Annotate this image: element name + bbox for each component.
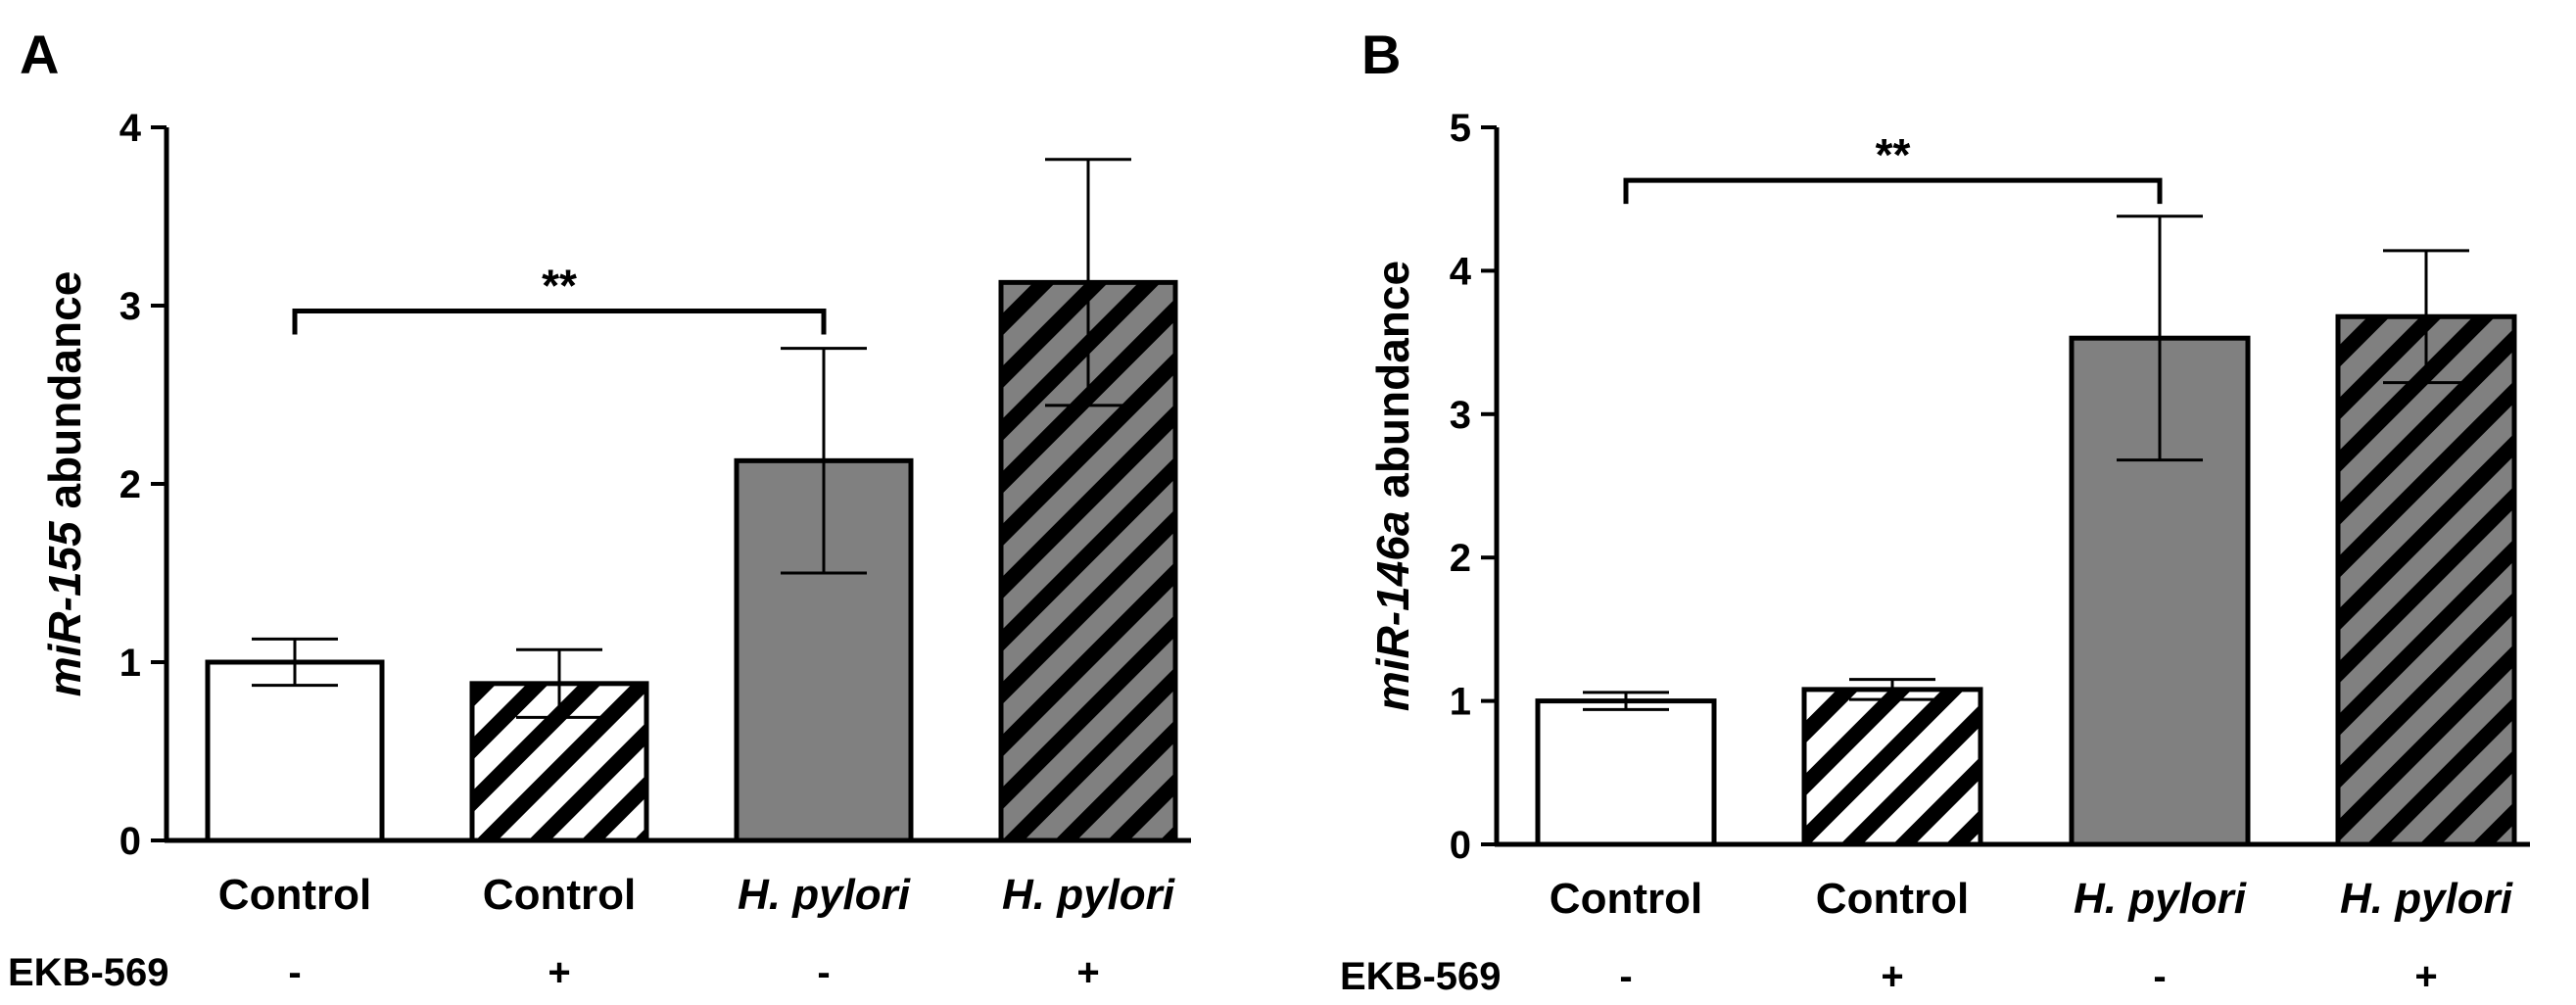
y-axis-title: miR-146a abundance — [1367, 261, 1418, 711]
y-axis-gene: miR-146a — [1367, 511, 1418, 712]
significance-bracket — [292, 308, 827, 335]
y-axis-gene: miR-155 — [39, 520, 90, 696]
significance-label: ** — [1876, 129, 1911, 180]
treatment-row-label: EKB-569 — [1340, 955, 1502, 998]
significance-label: ** — [542, 260, 577, 311]
y-tick-label: 3 — [1450, 394, 1471, 437]
bar — [2335, 313, 2517, 847]
category-label: Control — [1816, 875, 1969, 923]
treatment-mark: + — [1076, 951, 1099, 994]
treatment-mark: - — [1619, 955, 1632, 998]
bar — [734, 457, 914, 843]
treatment-mark: - — [288, 951, 301, 994]
y-tick-label: 0 — [1450, 824, 1471, 867]
bar — [1801, 687, 1983, 847]
panel-label: B — [1361, 24, 1401, 85]
category-label: Control — [483, 871, 636, 919]
y-tick-label: 0 — [119, 820, 141, 863]
significance-bracket — [1623, 177, 2163, 205]
treatment-mark: - — [817, 951, 830, 994]
y-tick-label: 2 — [1450, 537, 1471, 580]
y-tick-label: 4 — [1450, 250, 1472, 293]
y-axis-title: miR-155 abundance — [39, 271, 90, 697]
y-axis-suffix: abundance — [1367, 261, 1418, 511]
y-axis-suffix: abundance — [39, 271, 90, 522]
category-label: H. pylori — [2340, 875, 2513, 923]
panel-label: A — [20, 24, 59, 85]
category-label: H. pylori — [2074, 875, 2247, 923]
bar — [1535, 698, 1717, 847]
y-tick-label: 3 — [119, 285, 141, 328]
treatment-mark: + — [548, 951, 570, 994]
category-label: Control — [218, 871, 371, 919]
y-tick-label: 2 — [119, 463, 141, 506]
treatment-mark: + — [2414, 955, 2437, 998]
y-tick-label: 1 — [1450, 681, 1471, 724]
treatment-row-label: EKB-569 — [8, 951, 169, 994]
bar — [205, 659, 385, 843]
category-label: H. pylori — [1002, 871, 1175, 919]
y-tick-label: 5 — [1450, 107, 1471, 150]
y-tick-label: 1 — [119, 642, 141, 685]
category-label: Control — [1550, 875, 1702, 923]
treatment-mark: - — [2153, 955, 2166, 998]
category-label: H. pylori — [738, 871, 911, 919]
treatment-mark: + — [1881, 955, 1903, 998]
bar — [998, 279, 1178, 843]
y-tick-label: 4 — [119, 107, 142, 150]
